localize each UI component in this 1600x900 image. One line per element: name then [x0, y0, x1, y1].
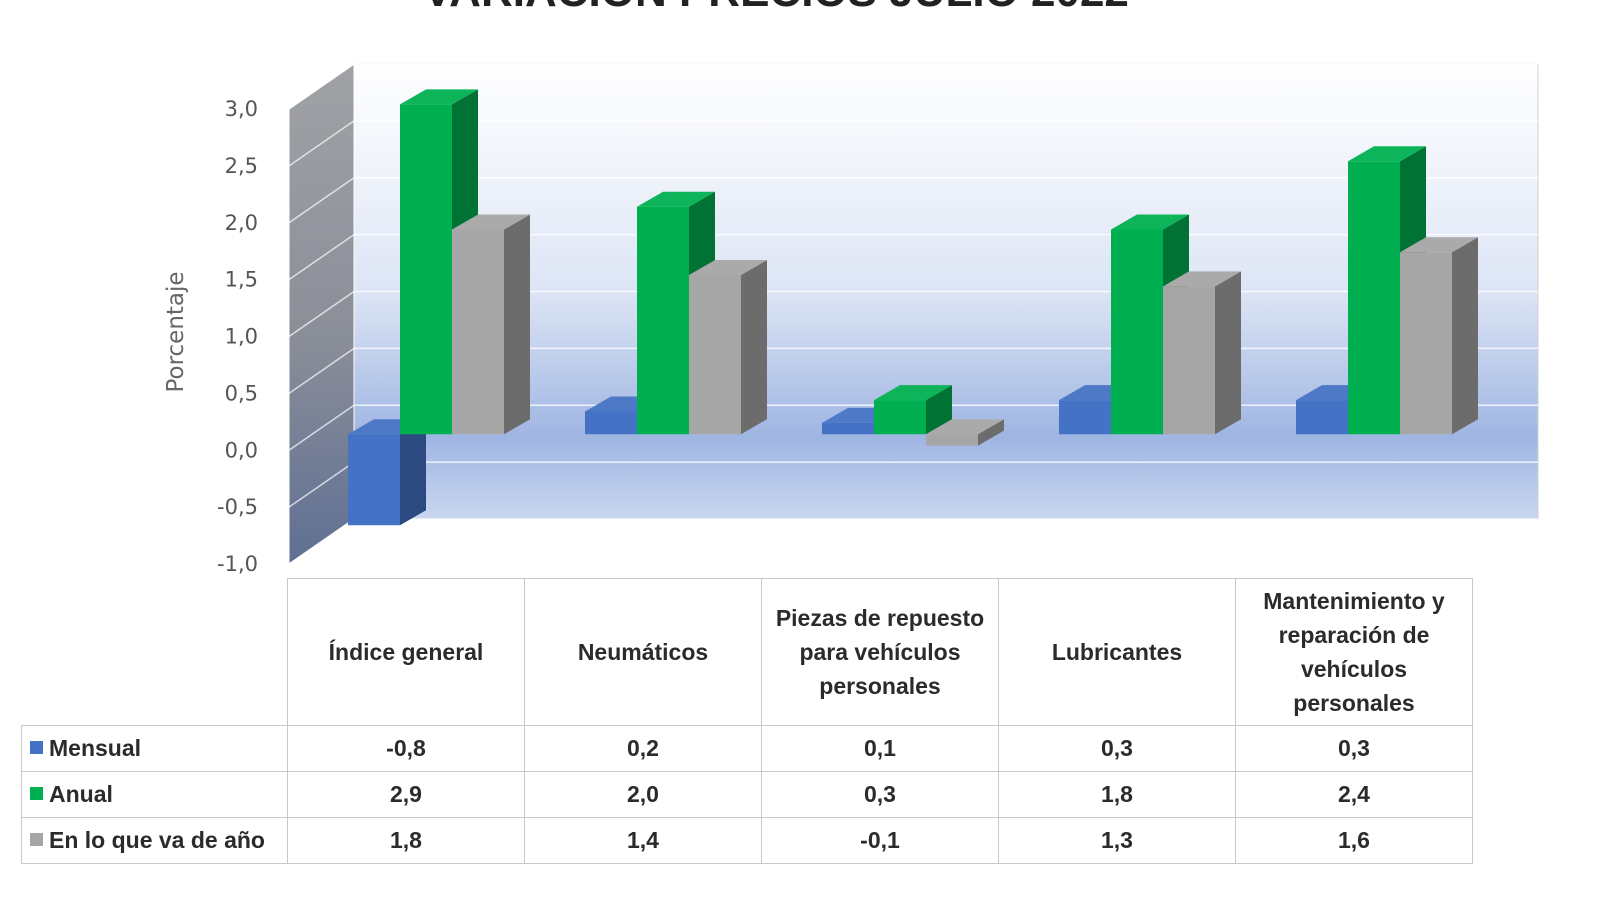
bar-front-face [822, 422, 874, 435]
data-label: 1,8 [287, 817, 525, 864]
bar-top-face [689, 260, 767, 275]
bar-front-face [689, 275, 741, 435]
side-gridline [288, 518, 355, 565]
data-label: 0,2 [524, 725, 762, 772]
bar-1-1 [348, 419, 426, 526]
side-gridline [288, 290, 355, 338]
bar-top-face [1400, 237, 1478, 253]
bar-front-face [1111, 229, 1163, 435]
y-tick-label: 1,5 [225, 268, 258, 292]
data-label: 1,3 [998, 817, 1236, 864]
category-label: Piezas de repuesto para vehículos person… [761, 578, 999, 726]
bar-side-face [741, 260, 767, 435]
y-tick-label: 1,0 [225, 325, 258, 349]
y-tick-label: 2,5 [225, 154, 258, 178]
table-row: En lo que va de año 1,8 1,4 -0,1 1,3 1,6 [21, 817, 1473, 864]
data-label: 2,0 [524, 771, 762, 818]
table-row: Anual 2,9 2,0 0,3 1,8 2,4 [21, 771, 1473, 818]
data-label: 0,3 [1235, 725, 1473, 772]
bar-front-face [1400, 252, 1452, 435]
category-label: Neumáticos [524, 578, 762, 726]
y-tick-label: -0,5 [217, 495, 258, 519]
side-gridline [288, 63, 355, 110]
legend-label: Anual [49, 781, 113, 807]
bar-1-3 [452, 214, 530, 435]
table-header-row: Índice general Neumáticos Piezas de repues… [21, 578, 1473, 726]
legend-entry: Mensual [21, 725, 288, 772]
category-label: Índice general [287, 578, 525, 726]
bar-2-3 [689, 260, 767, 435]
bar-top-face [1111, 214, 1189, 230]
data-label: 0,3 [998, 725, 1236, 772]
bar-front-face [926, 434, 978, 446]
bar-top-face [874, 385, 952, 401]
data-table: Índice general Neumáticos Piezas de repues… [21, 578, 1473, 864]
category-label: Mantenimiento y reparación de vehículos … [1235, 578, 1473, 726]
y-tick-label: 2,0 [225, 211, 258, 235]
chart-title: VARIACIÓN PRECIOS JULIO 2022 [423, 0, 1129, 16]
side-gridline [288, 177, 355, 224]
bar-top-face [400, 89, 478, 105]
data-label: -0,1 [761, 817, 999, 864]
data-label: 2,9 [287, 771, 525, 818]
data-label: 0,3 [761, 771, 999, 818]
bar-side-face [504, 214, 530, 435]
table-corner-cell [21, 578, 288, 726]
bar-front-face [1059, 400, 1111, 435]
side-gridline [288, 461, 355, 508]
legend-swatch [30, 787, 43, 801]
y-tick-label: 3,0 [225, 97, 258, 121]
legend-entry: En lo que va de año [21, 817, 288, 864]
legend-label: Mensual [49, 735, 142, 761]
y-axis-label: Porcentaje [163, 271, 189, 392]
data-label: 0,1 [761, 725, 999, 772]
side-gridline [288, 234, 355, 281]
bar-side-face [1215, 271, 1241, 435]
bar-top-face [637, 191, 715, 207]
legend-swatch [30, 833, 43, 847]
side-gridline [288, 404, 355, 451]
y-tick-label: 0,0 [225, 438, 258, 462]
y-tick-label: 0,5 [225, 381, 258, 405]
bar-side-face [926, 385, 952, 435]
bar-front-face [348, 434, 400, 526]
legend-entry: Anual [21, 771, 288, 818]
bar-4-3 [1163, 271, 1241, 435]
bar-side-face [1452, 237, 1478, 435]
bar-top-face [452, 214, 530, 230]
bar-5-3 [1400, 237, 1478, 435]
bar-front-face [452, 229, 504, 435]
y-tick-label: -1,0 [217, 552, 258, 576]
bar-front-face [1163, 286, 1215, 435]
side-gridline [288, 347, 355, 394]
bar-front-face [1296, 400, 1348, 435]
data-label: 1,4 [524, 817, 762, 864]
bar-side-face [978, 419, 1004, 446]
bar-front-face [874, 400, 926, 435]
bar-side-face [400, 419, 426, 526]
legend-swatch [30, 741, 43, 755]
category-label: Lubricantes [998, 578, 1236, 726]
bar-top-face [1163, 271, 1241, 287]
bar-front-face [585, 411, 637, 435]
bar-3-3 [926, 419, 1004, 446]
side-gridline [288, 120, 355, 167]
data-label: 1,6 [1235, 817, 1473, 864]
bar-top-face [926, 419, 1004, 435]
bar-top-face [1348, 146, 1426, 162]
legend-label: En lo que va de año [49, 827, 265, 853]
bar-3-2 [874, 385, 952, 435]
bar-front-face [400, 104, 452, 435]
data-label: 1,8 [998, 771, 1236, 818]
bar-front-face [637, 206, 689, 435]
bar-front-face [1348, 161, 1400, 435]
table-row: Mensual -0,8 0,2 0,1 0,3 0,3 [21, 725, 1473, 772]
data-label: 2,4 [1235, 771, 1473, 818]
data-label: -0,8 [287, 725, 525, 772]
